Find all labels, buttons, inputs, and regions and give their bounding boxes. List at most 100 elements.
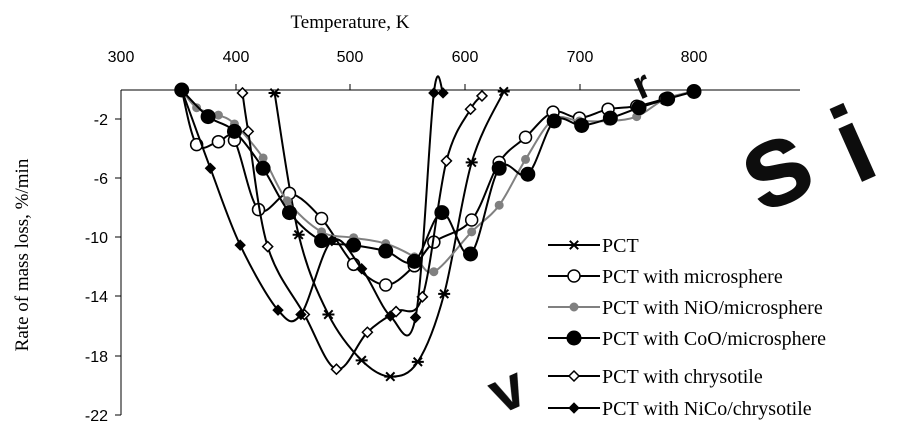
data-series [236,86,489,376]
legend-label: PCT with NiCo/chrysotile [602,398,812,420]
data-point [281,205,297,221]
data-point [213,110,223,120]
data-point [258,153,268,163]
data-point [261,240,274,253]
data-point [378,243,394,259]
data-point [272,304,284,316]
data-point [236,86,249,100]
x-tick-label: 400 [223,49,250,66]
data-series [268,86,510,382]
data-point [521,154,531,164]
data-point [464,213,479,227]
data-point [429,267,439,277]
legend-marker [566,330,582,346]
data-point [464,103,477,116]
x-tick-label: 500 [337,49,364,66]
data-point [546,113,562,129]
data-point [295,308,307,321]
data-point [192,103,202,113]
data-point [361,326,374,339]
x-tick-label: 600 [452,49,479,66]
data-point [567,269,581,283]
data-point [428,87,440,99]
series-line [241,92,483,371]
data-point [438,288,451,299]
data-point [602,110,618,126]
data-point [176,84,188,96]
data-point [326,234,338,247]
data-point [406,253,422,269]
data-point [226,123,242,139]
data-point [204,162,217,175]
data-point [440,154,453,167]
data-series [174,82,702,269]
legend-marker [567,369,581,383]
data-point [437,87,449,99]
legend: PCT PCT with microsphere PCT with NiO/mi… [548,235,826,420]
data-point [389,305,403,318]
y-tick-label: -10 [85,230,108,247]
data-point [282,196,292,206]
data-point [268,88,281,98]
legend-entry: PCT [548,235,639,257]
data-point [494,200,504,210]
y-tick-label: -6 [94,171,108,188]
data-point [242,125,255,138]
data-point [463,246,479,262]
watermark-glyph: r [626,62,658,109]
data-point [255,160,271,176]
data-point [686,83,702,99]
x-tick-label: 300 [108,49,135,66]
data-point [292,229,305,240]
legend-label: PCT with NiO/microsphere [602,297,823,319]
x-axis: 300 400 500 600 700 800 [108,49,800,91]
data-series [176,75,449,337]
legend-marker [569,302,579,312]
data-point [409,311,422,324]
data-point [384,371,397,382]
data-point [497,86,510,97]
data-point [518,130,533,145]
legend-entry: PCT with NiCo/chrysotile [548,398,812,420]
data-point [411,356,424,367]
legend-marker [567,269,581,283]
legend-entry: PCT with NiO/microsphere [548,297,823,319]
data-point [211,134,226,149]
legend-label: PCT [602,235,639,257]
data-point [660,91,676,107]
x-tick-label: 800 [681,49,708,66]
watermark-glyph: v [478,352,536,421]
data-point [631,100,647,116]
data-point [355,263,368,275]
data-point [567,369,581,383]
y-axis: -2 -6 -10 -14 -18 -22 [85,90,122,421]
data-point [491,160,507,176]
legend-label: PCT with chrysotile [602,366,763,388]
legend-entry: PCT with CoO/microsphere [548,328,826,350]
y-tick-label: -14 [85,289,108,306]
data-point [566,330,582,346]
legend-entry: PCT with microsphere [548,266,783,288]
data-point [234,239,246,251]
series-layer [174,75,702,382]
x-axis-title: Temperature, K [291,12,410,33]
data-point [346,237,362,253]
y-tick-label: -22 [85,408,108,421]
data-point [330,363,343,376]
data-point [384,310,397,322]
data-point [467,227,477,237]
legend-label: PCT with CoO/microsphere [602,328,826,350]
data-point [569,302,579,312]
y-axis-title: Rate of mass loss, %/min [12,158,33,351]
data-point [355,355,368,366]
legend-marker [568,240,580,250]
watermark-glyph: s [716,89,831,239]
legend-marker [568,402,580,414]
data-point [200,109,216,125]
y-tick-label: -18 [85,349,108,366]
data-point [378,278,393,292]
legend-entry: PCT with chrysotile [548,366,763,388]
data-point [574,117,590,133]
data-point [520,166,536,182]
